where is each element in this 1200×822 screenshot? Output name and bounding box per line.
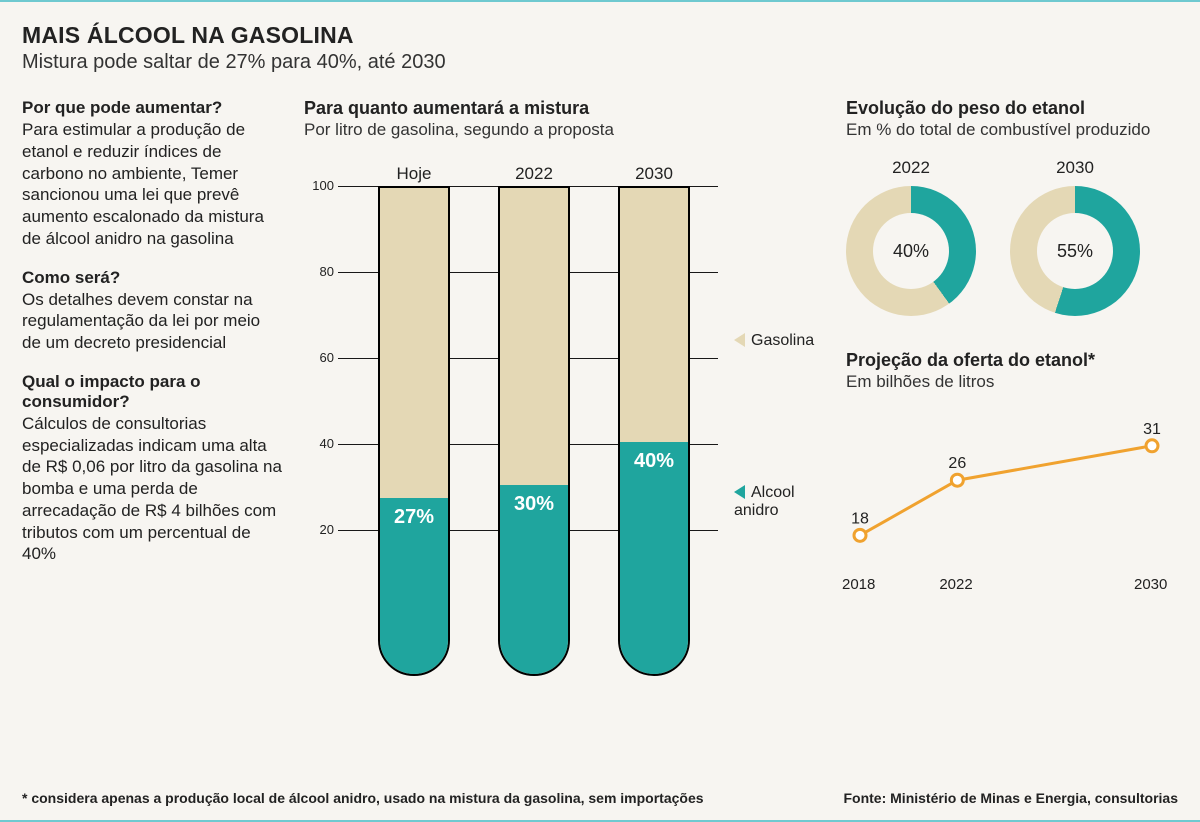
legend-gasolina: Gasolina <box>734 332 814 350</box>
tube-label-2: 2030 <box>609 164 699 184</box>
donut-1: 2030 55% <box>1010 158 1140 316</box>
ytick-80: 80 <box>312 264 334 279</box>
tube-pct-1: 30% <box>500 493 568 516</box>
qa-q-2: Qual o impacto para o consumidor? <box>22 372 282 412</box>
donut-ring-1: 55% <box>1010 186 1140 316</box>
legend-alcool: Alcool anidro <box>734 484 824 520</box>
line-point-0 <box>854 529 866 541</box>
donut-year-0: 2022 <box>846 158 976 178</box>
tube-1: 30% <box>498 186 570 676</box>
line-xlabel-2: 2030 <box>1134 576 1167 593</box>
line-point-2 <box>1146 440 1158 452</box>
ytick-60: 60 <box>312 350 334 365</box>
line-section: Projeção da oferta do etanol* Em bilhões… <box>846 350 1178 600</box>
qa-column: Por que pode aumentar? Para estimular a … <box>22 98 282 704</box>
donut-ring-0: 40% <box>846 186 976 316</box>
ytick-40: 40 <box>312 436 334 451</box>
donut-year-1: 2030 <box>1010 158 1140 178</box>
tube-fill-2 <box>620 442 688 674</box>
qa-a-1: Os detalhes devem constar na regulamenta… <box>22 289 282 354</box>
line-path <box>860 446 1152 536</box>
tubes-plot-area: 10080604020Hoje27%202230%203040% <box>338 186 718 676</box>
tube-label-1: 2022 <box>489 164 579 184</box>
line-value-2: 31 <box>1143 421 1161 438</box>
qa-q-0: Por que pode aumentar? <box>22 98 282 118</box>
ytick-20: 20 <box>312 522 334 537</box>
donuts-sub: Em % do total de combustível produzido <box>846 120 1178 140</box>
donuts-title: Evolução do peso do etanol <box>846 98 1178 119</box>
line-chart: 182631201820222030 <box>846 400 1178 600</box>
tube-2: 40% <box>618 186 690 676</box>
ytick-100: 100 <box>312 178 334 193</box>
tubes-section: Para quanto aumentará a mistura Por litr… <box>304 98 824 704</box>
line-title: Projeção da oferta do etanol* <box>846 350 1178 371</box>
legend-alcool-marker <box>734 485 745 499</box>
qa-a-0: Para estimular a produção de etanol e re… <box>22 119 282 250</box>
line-value-1: 26 <box>948 455 966 472</box>
tube-pct-2: 40% <box>620 450 688 473</box>
line-xlabel-0: 2018 <box>842 576 875 593</box>
line-svg: 18 26 31 <box>846 400 1166 570</box>
line-value-0: 18 <box>851 510 869 527</box>
qa-a-2: Cálculos de consultorias especializadas … <box>22 413 282 565</box>
source: Fonte: Ministério de Minas e Energia, co… <box>843 790 1178 806</box>
columns: Por que pode aumentar? Para estimular a … <box>22 98 1178 704</box>
legend-gasolina-marker <box>734 333 745 347</box>
qa-q-1: Como será? <box>22 268 282 288</box>
legend-gasolina-label: Gasolina <box>751 332 814 349</box>
tubes-title: Para quanto aumentará a mistura <box>304 98 824 119</box>
tube-0: 27% <box>378 186 450 676</box>
line-sub: Em bilhões de litros <box>846 372 1178 392</box>
donut-row: 2022 40% 2030 55% <box>846 158 1178 316</box>
tube-pct-0: 27% <box>380 506 448 529</box>
footnote: * considera apenas a produção local de á… <box>22 790 704 806</box>
headline: MAIS ÁLCOOL NA GASOLINA <box>22 22 1178 49</box>
donut-value-1: 55% <box>1010 186 1140 316</box>
tube-label-0: Hoje <box>369 164 459 184</box>
donut-0: 2022 40% <box>846 158 976 316</box>
subhead: Mistura pode saltar de 27% para 40%, até… <box>22 51 1178 74</box>
line-point-1 <box>951 474 963 486</box>
infographic-frame: MAIS ÁLCOOL NA GASOLINA Mistura pode sal… <box>0 0 1200 822</box>
donut-value-0: 40% <box>846 186 976 316</box>
tubes-chart: 10080604020Hoje27%202230%203040% Gasolin… <box>304 164 824 704</box>
line-xlabel-1: 2022 <box>939 576 972 593</box>
tubes-sub: Por litro de gasolina, segundo a propost… <box>304 120 824 140</box>
right-column: Evolução do peso do etanol Em % do total… <box>846 98 1178 704</box>
